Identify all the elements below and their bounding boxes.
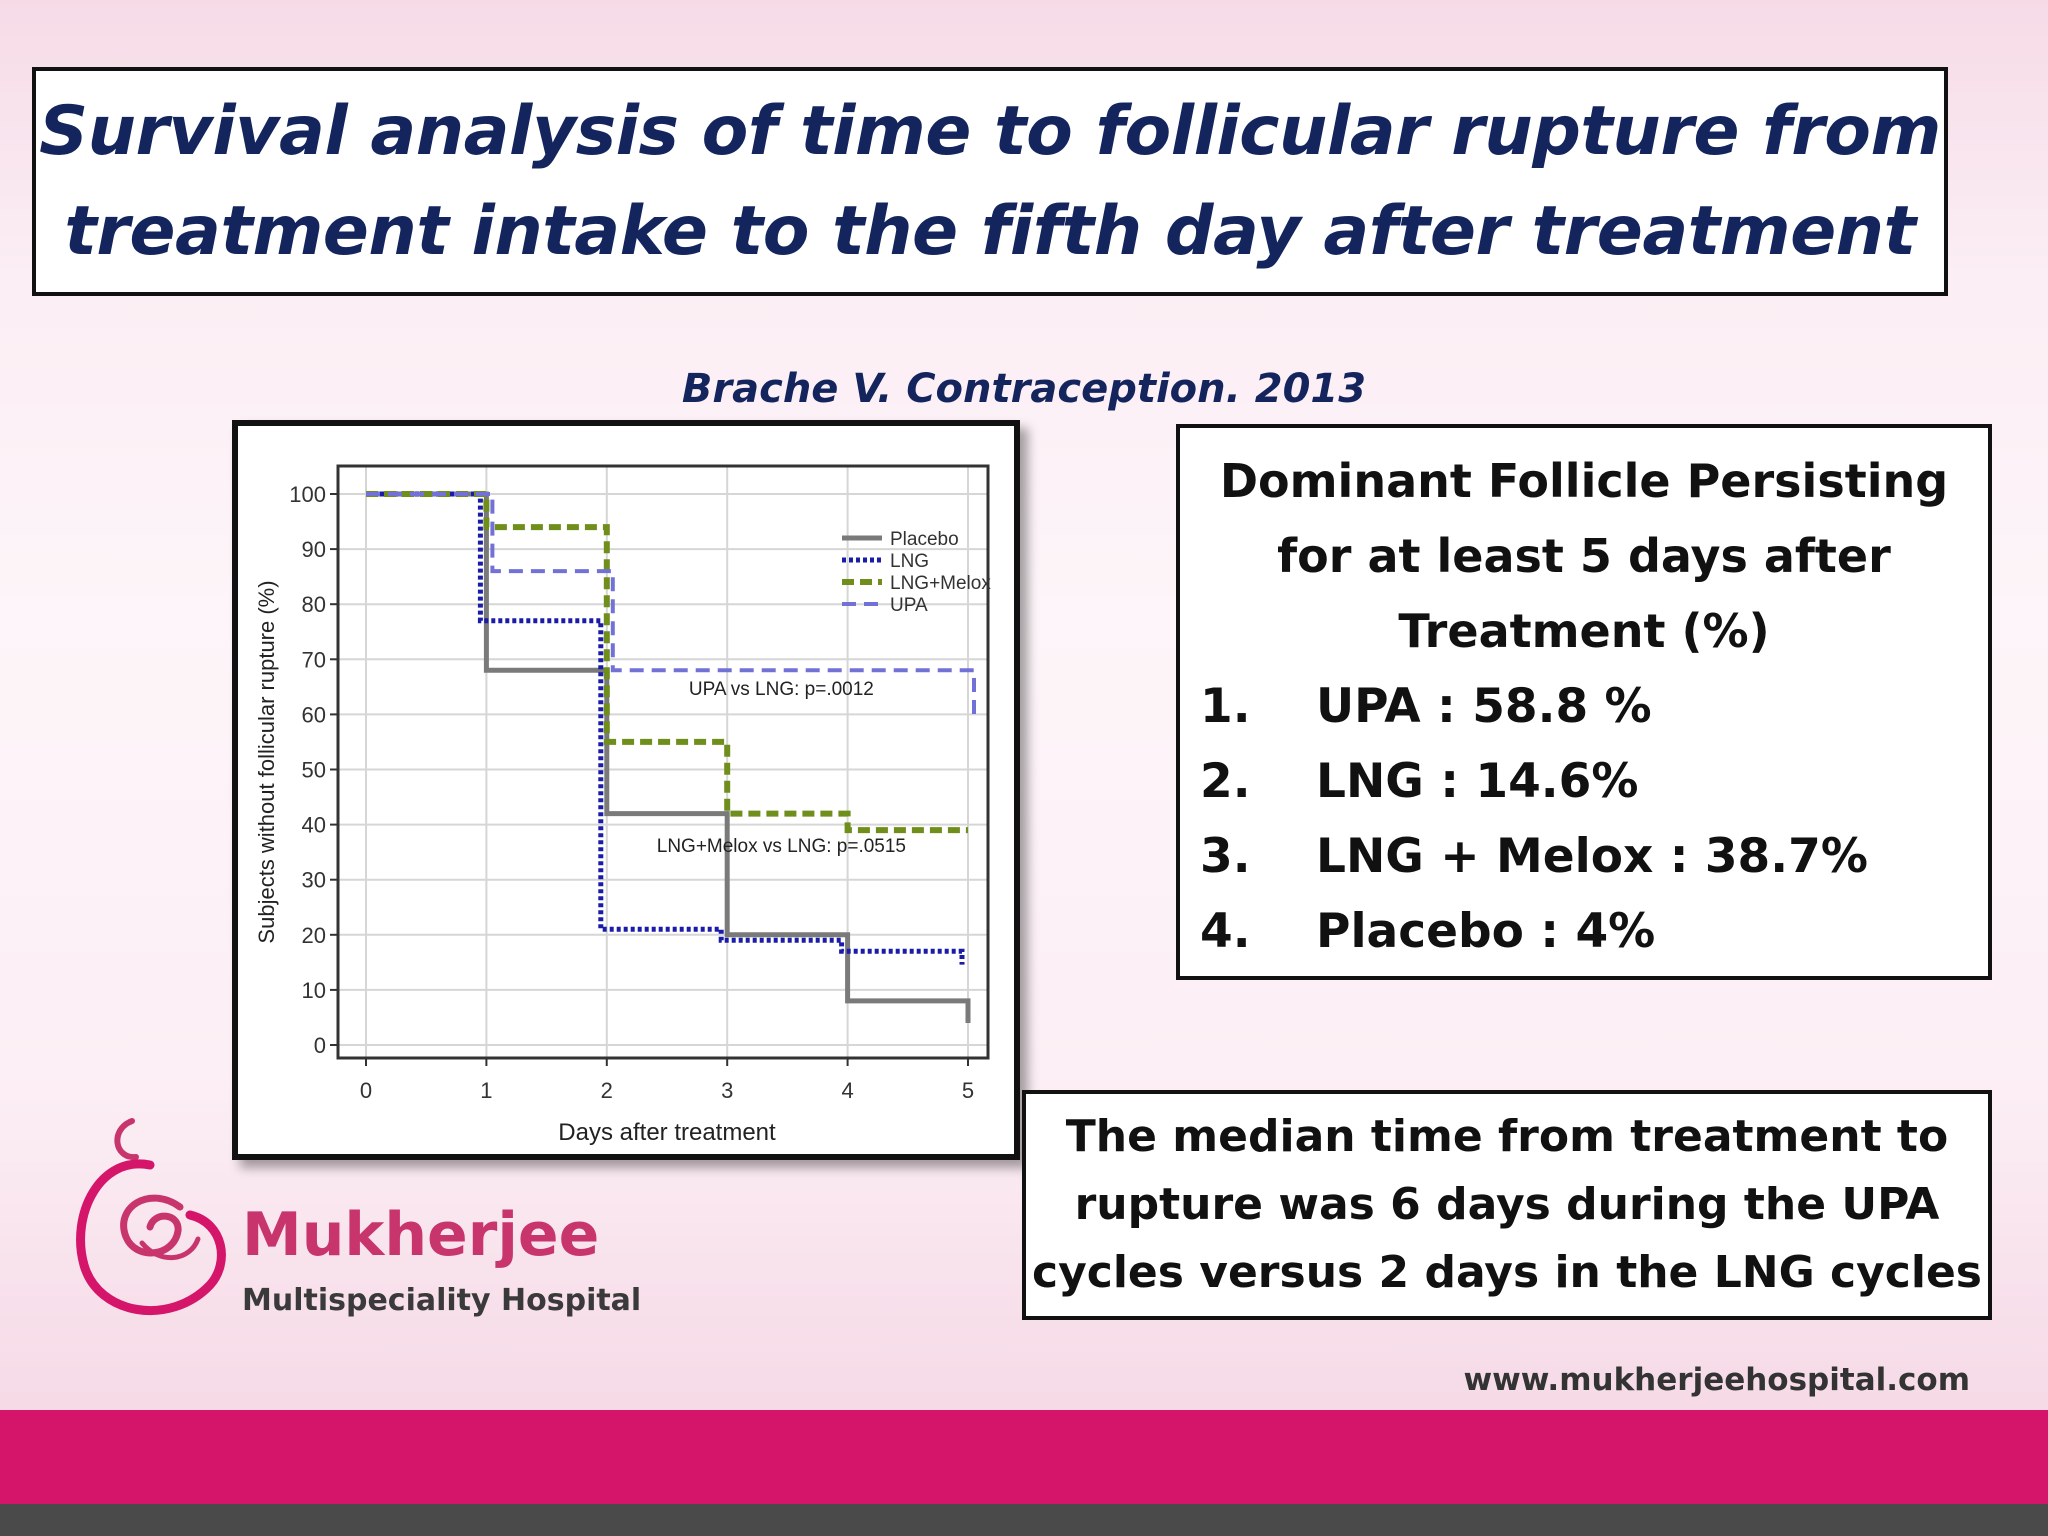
y-tick-label: 10 xyxy=(302,978,326,1003)
y-tick-label: 20 xyxy=(302,923,326,948)
info-heading-line-3: Treatment (%) xyxy=(1398,604,1770,658)
list-item-text: LNG + Melox : 38.7% xyxy=(1316,829,1868,884)
series-layer xyxy=(366,491,976,1023)
list-item-number: 4. xyxy=(1200,904,1251,959)
list-item-number: 3. xyxy=(1200,829,1251,884)
y-tick-label: 50 xyxy=(302,758,326,783)
median-line-2: rupture was 6 days during the UPA xyxy=(1074,1179,1940,1230)
x-tick-label: 2 xyxy=(601,1078,613,1103)
x-tick-label: 4 xyxy=(841,1078,853,1103)
list-item: 2. LNG : 14.6% xyxy=(1200,744,1968,819)
series-line-upa xyxy=(366,492,976,721)
y-tick-label: 0 xyxy=(314,1033,326,1058)
list-item-number: 2. xyxy=(1200,754,1251,809)
x-tick-label: 0 xyxy=(360,1078,372,1103)
brand-name: Mukherjee xyxy=(242,1200,600,1270)
x-tick-label: 3 xyxy=(721,1078,733,1103)
info-list: 1. UPA : 58.8 % 2. LNG : 14.6% 3. LNG + Mel… xyxy=(1200,669,1968,969)
y-tick-label: 100 xyxy=(289,482,326,507)
list-item: 1. UPA : 58.8 % xyxy=(1200,669,1968,744)
list-item-text: Placebo : 4% xyxy=(1316,904,1656,959)
footer-band-pink xyxy=(0,1410,2048,1504)
x-tick-label: 1 xyxy=(480,1078,492,1103)
median-box: The median time from treatment to ruptur… xyxy=(1022,1090,1992,1320)
series-line-placebo xyxy=(366,491,971,1023)
median-line-1: The median time from treatment to xyxy=(1065,1111,1949,1162)
legend-label: LNG xyxy=(890,551,929,572)
x-axis-label: Days after treatment xyxy=(558,1119,776,1146)
info-heading-line-2: for at least 5 days after xyxy=(1277,529,1891,583)
info-heading: Dominant Follicle Persisting for at leas… xyxy=(1200,444,1968,669)
list-item-text: LNG : 14.6% xyxy=(1316,754,1639,809)
mother-child-swirl-icon xyxy=(76,1118,226,1316)
y-tick-label: 70 xyxy=(302,647,326,672)
median-text: The median time from treatment to ruptur… xyxy=(1032,1103,1982,1307)
title-box: Survival analysis of time to follicular … xyxy=(32,67,1948,296)
info-box: Dominant Follicle Persisting for at leas… xyxy=(1176,424,1992,980)
series-line-lng xyxy=(366,491,965,965)
footer-band-gray xyxy=(0,1504,2048,1536)
series-line-lng-melox xyxy=(366,491,968,834)
legend-label: UPA xyxy=(890,595,928,616)
y-tick-label: 30 xyxy=(302,868,326,893)
brand-subtitle: Multispeciality Hospital xyxy=(242,1283,642,1318)
legend-label: Placebo xyxy=(890,529,959,550)
title-line-2: treatment intake to the fifth day after … xyxy=(64,191,1916,271)
y-axis-label: Subjects without follicular rupture (%) xyxy=(254,580,279,943)
plot-border xyxy=(336,464,990,1060)
chart-annotations: UPA vs LNG: p=.0012 LNG+Melox vs LNG: p=.… xyxy=(657,679,906,857)
median-line-3: cycles versus 2 days in the LNG cycles xyxy=(1032,1247,1982,1298)
list-item-number: 1. xyxy=(1200,679,1251,734)
chart-frame: 0 1 2 3 4 5 0 10 20 30 40 50 60 70 80 90 100 Days after t… xyxy=(232,420,1020,1160)
chart-grid xyxy=(338,466,988,1058)
list-item-text: UPA : 58.8 % xyxy=(1316,679,1652,734)
legend-label: LNG+Melox xyxy=(890,573,991,594)
title-line-1: Survival analysis of time to follicular … xyxy=(39,91,1941,171)
y-tick-label: 60 xyxy=(302,702,326,727)
list-item: 3. LNG + Melox : 38.7% xyxy=(1200,819,1968,894)
y-tick-label: 90 xyxy=(302,537,326,562)
chart-annotation: UPA vs LNG: p=.0012 xyxy=(689,679,874,700)
y-tick-label: 40 xyxy=(302,813,326,838)
y-tick-label: 80 xyxy=(302,592,326,617)
citation: Brache V. Contraception. 2013 xyxy=(681,366,1367,412)
website-link[interactable]: www.mukherjeehospital.com xyxy=(1463,1362,1970,1398)
x-tick-label: 5 xyxy=(962,1078,974,1103)
slide-title: Survival analysis of time to follicular … xyxy=(39,82,1941,282)
info-heading-line-1: Dominant Follicle Persisting xyxy=(1219,454,1949,508)
chart-annotation: LNG+Melox vs LNG: p=.0515 xyxy=(657,836,906,857)
list-item: 4. Placebo : 4% xyxy=(1200,894,1968,969)
